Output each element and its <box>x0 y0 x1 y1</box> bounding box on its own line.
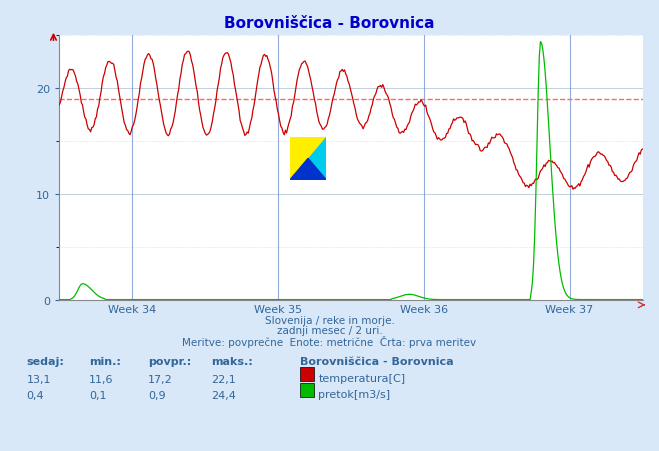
Text: 13,1: 13,1 <box>26 374 51 384</box>
Text: zadnji mesec / 2 uri.: zadnji mesec / 2 uri. <box>277 326 382 336</box>
Text: Meritve: povprečne  Enote: metrične  Črta: prva meritev: Meritve: povprečne Enote: metrične Črta:… <box>183 336 476 348</box>
Text: 22,1: 22,1 <box>211 374 236 384</box>
Text: Borovniščica - Borovnica: Borovniščica - Borovnica <box>224 16 435 31</box>
Text: min.:: min.: <box>89 356 121 366</box>
Text: 24,4: 24,4 <box>211 390 236 400</box>
Text: temperatura[C]: temperatura[C] <box>318 373 405 383</box>
Text: Slovenija / reke in morje.: Slovenija / reke in morje. <box>264 316 395 326</box>
Text: 11,6: 11,6 <box>89 374 113 384</box>
Text: sedaj:: sedaj: <box>26 356 64 366</box>
Text: Week 34: Week 34 <box>108 304 156 314</box>
Text: 17,2: 17,2 <box>148 374 173 384</box>
Polygon shape <box>290 159 326 180</box>
Text: Borovniščica - Borovnica: Borovniščica - Borovnica <box>300 356 453 366</box>
Text: Week 35: Week 35 <box>254 304 302 314</box>
Text: Week 36: Week 36 <box>400 304 448 314</box>
Polygon shape <box>290 138 326 180</box>
Text: 0,9: 0,9 <box>148 390 166 400</box>
Text: 0,1: 0,1 <box>89 390 107 400</box>
Text: povpr.:: povpr.: <box>148 356 192 366</box>
Text: pretok[m3/s]: pretok[m3/s] <box>318 389 390 399</box>
Text: 0,4: 0,4 <box>26 390 44 400</box>
Text: maks.:: maks.: <box>211 356 252 366</box>
Polygon shape <box>290 138 326 180</box>
Text: Week 37: Week 37 <box>546 304 594 314</box>
